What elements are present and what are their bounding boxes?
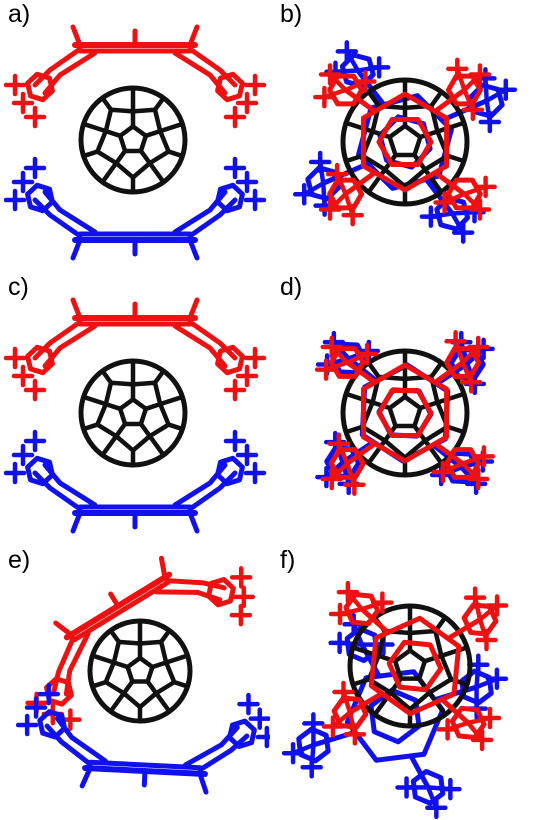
lower-host [3,156,267,261]
panel-b: b) [270,0,540,273]
lower-host [3,429,267,534]
panel-b-render [292,40,518,244]
panel-c: c) [0,273,270,546]
panel-label: b) [280,0,303,28]
panel-e-render [15,555,270,795]
lower-host [15,682,270,795]
panel-f: f) [270,546,540,819]
panel-f-render [281,580,509,819]
upper-host [3,297,267,402]
panel-label: e) [8,546,31,574]
upper-host [314,330,496,496]
panel-e: e) [0,546,270,819]
fullerene-cage [87,618,193,724]
panel-d-render [314,330,496,496]
fullerene-cage [78,358,188,468]
lower-host [281,613,509,819]
panel-a: a) [0,0,270,273]
panel-c-render [3,297,267,534]
upper-host [313,57,497,227]
panel-d: d) [270,273,540,546]
panel-label: c) [8,273,29,301]
panel-a-render [3,24,267,261]
panel-label: d) [280,273,303,301]
panel-label: a) [8,0,31,28]
fullerene-cage [78,85,188,195]
upper-host [321,580,509,752]
panel-label: f) [280,546,296,574]
upper-host [3,24,267,129]
